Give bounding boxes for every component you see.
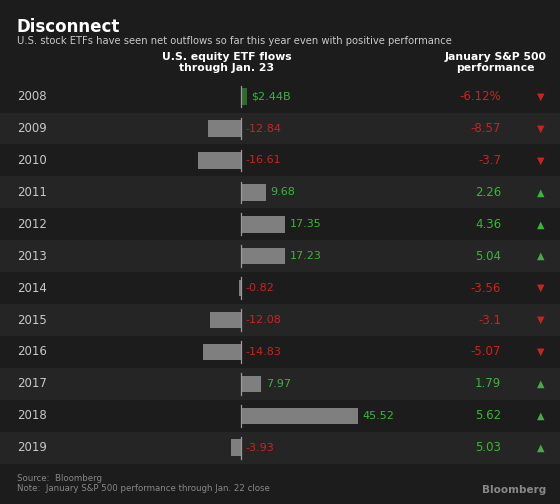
Text: 2011: 2011 <box>17 186 46 199</box>
Text: -3.56: -3.56 <box>471 282 501 295</box>
Text: 5.04: 5.04 <box>475 249 501 263</box>
Text: 2.26: 2.26 <box>475 186 501 199</box>
Text: 2018: 2018 <box>17 409 46 422</box>
Text: Bloomberg: Bloomberg <box>482 485 546 495</box>
Text: 2013: 2013 <box>17 249 46 263</box>
Text: ▼: ▼ <box>536 92 544 102</box>
Text: U.S. equity ETF flows
through Jan. 23: U.S. equity ETF flows through Jan. 23 <box>162 52 292 73</box>
Text: 2012: 2012 <box>17 218 46 231</box>
Text: 17.23: 17.23 <box>290 251 321 261</box>
Text: ▲: ▲ <box>536 187 544 198</box>
Text: 2009: 2009 <box>17 122 46 135</box>
Text: ▲: ▲ <box>536 443 544 453</box>
Text: -6.12%: -6.12% <box>459 90 501 103</box>
Text: -8.57: -8.57 <box>471 122 501 135</box>
Text: -12.08: -12.08 <box>245 315 281 325</box>
Text: ▲: ▲ <box>536 379 544 389</box>
Text: ▲: ▲ <box>536 219 544 229</box>
Text: 4.36: 4.36 <box>475 218 501 231</box>
Text: January S&P 500
performance: January S&P 500 performance <box>445 52 547 73</box>
Text: 7.97: 7.97 <box>266 379 291 389</box>
Text: 2014: 2014 <box>17 282 46 295</box>
Text: ▲: ▲ <box>536 411 544 421</box>
Text: -3.7: -3.7 <box>478 154 501 167</box>
Text: 2015: 2015 <box>17 313 46 327</box>
Text: -3.1: -3.1 <box>478 313 501 327</box>
Text: 2008: 2008 <box>17 90 46 103</box>
Text: -5.07: -5.07 <box>471 345 501 358</box>
Text: ▼: ▼ <box>536 155 544 165</box>
Text: ▼: ▼ <box>536 283 544 293</box>
Text: 17.35: 17.35 <box>290 219 322 229</box>
Text: 2019: 2019 <box>17 441 46 454</box>
Text: ▲: ▲ <box>536 251 544 261</box>
Text: 2016: 2016 <box>17 345 46 358</box>
Text: 5.62: 5.62 <box>475 409 501 422</box>
Text: 9.68: 9.68 <box>270 187 295 198</box>
Text: 2010: 2010 <box>17 154 46 167</box>
Text: 45.52: 45.52 <box>362 411 394 421</box>
Text: ▼: ▼ <box>536 123 544 134</box>
Text: 5.03: 5.03 <box>475 441 501 454</box>
Text: $2.44B: $2.44B <box>251 92 291 102</box>
Text: -16.61: -16.61 <box>245 155 281 165</box>
Text: Disconnect: Disconnect <box>17 18 120 36</box>
Text: ▼: ▼ <box>536 347 544 357</box>
Text: -0.82: -0.82 <box>245 283 274 293</box>
Text: Source:  Bloomberg
Note:  January S&P 500 performance through Jan. 22 close: Source: Bloomberg Note: January S&P 500 … <box>17 474 270 493</box>
Text: -12.84: -12.84 <box>245 123 281 134</box>
Text: -14.83: -14.83 <box>245 347 281 357</box>
Text: ▼: ▼ <box>536 315 544 325</box>
Text: 2017: 2017 <box>17 377 46 391</box>
Text: U.S. stock ETFs have seen net outflows so far this year even with positive perfo: U.S. stock ETFs have seen net outflows s… <box>17 36 452 46</box>
Text: -3.93: -3.93 <box>245 443 274 453</box>
Text: 1.79: 1.79 <box>475 377 501 391</box>
